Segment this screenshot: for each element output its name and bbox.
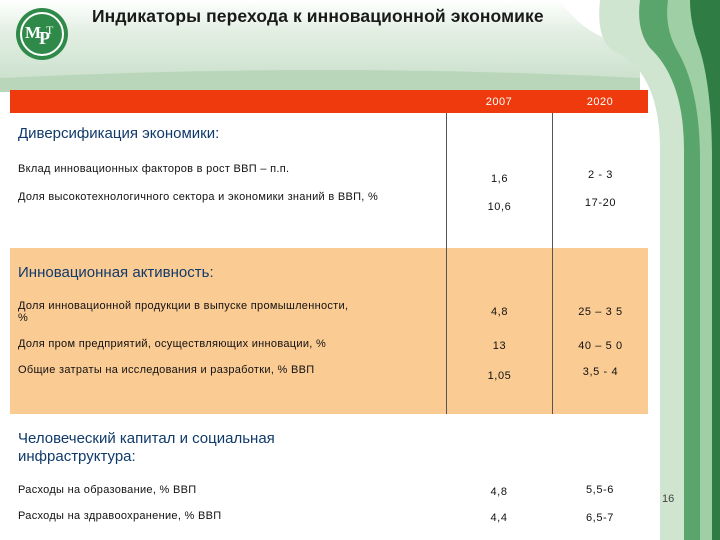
value-2007: 1,6 [490, 173, 509, 185]
row-label: Доля пром предприятий, осуществляющих ин… [18, 338, 327, 350]
section-title: Человеческий капитал и социальная инфрас… [18, 430, 275, 465]
value-2020: 17-20 [584, 197, 617, 209]
page-title: Индикаторы перехода к инновационной экон… [92, 6, 544, 26]
row-label: Расходы на здравоохранение, % ВВП [18, 510, 222, 522]
value-2007: 4,8 [490, 306, 509, 318]
value-2020: 3,5 - 4 [582, 366, 619, 378]
value-2007: 4,4 [490, 512, 508, 524]
row-label: Вклад инновационных факторов в рост ВВП … [18, 163, 290, 175]
section-human-capital: Человеческий капитал и социальная инфрас… [10, 414, 648, 536]
value-2020: 2 - 3 [587, 169, 613, 181]
page-number: 16 [662, 493, 675, 505]
section-title: Инновационная активность: [18, 264, 214, 281]
row-label: Расходы на образование, % ВВП [18, 484, 197, 496]
mert-logo: М Р Т [16, 8, 68, 60]
header-empty [10, 90, 446, 113]
row-label: Общие затраты на исследования и разработ… [18, 364, 315, 376]
section-innovation-activity: Инновационная активность: Доля инновацио… [10, 248, 648, 414]
svg-text:М: М [25, 23, 41, 42]
header-2020: 2020 [552, 90, 648, 113]
row-label: Доля инновационной продукции в выпуске п… [18, 300, 349, 324]
svg-text:Т: Т [46, 23, 54, 37]
value-2007: 10,6 [487, 201, 512, 213]
value-2020: 5,5-6 [585, 484, 615, 496]
value-2007: 1,05 [487, 370, 512, 382]
value-2020: 6,5-7 [585, 512, 615, 524]
value-2007: 13 [492, 340, 507, 352]
value-2020: 40 – 5 0 [578, 340, 623, 352]
header-2007: 2007 [446, 90, 552, 113]
value-2020: 25 – 3 5 [578, 306, 623, 318]
svg-text:Р: Р [39, 28, 50, 48]
indicators-table: 2007 2020 Диверсификация экономики: Вкла… [10, 90, 648, 536]
table-header-row: 2007 2020 [10, 90, 648, 113]
section-title: Диверсификация экономики: [18, 125, 220, 142]
section-diversification: Диверсификация экономики: Вклад инноваци… [10, 113, 648, 248]
value-2007: 4,8 [490, 486, 508, 498]
row-label: Доля высокотехнологичного сектора и экон… [18, 191, 379, 203]
